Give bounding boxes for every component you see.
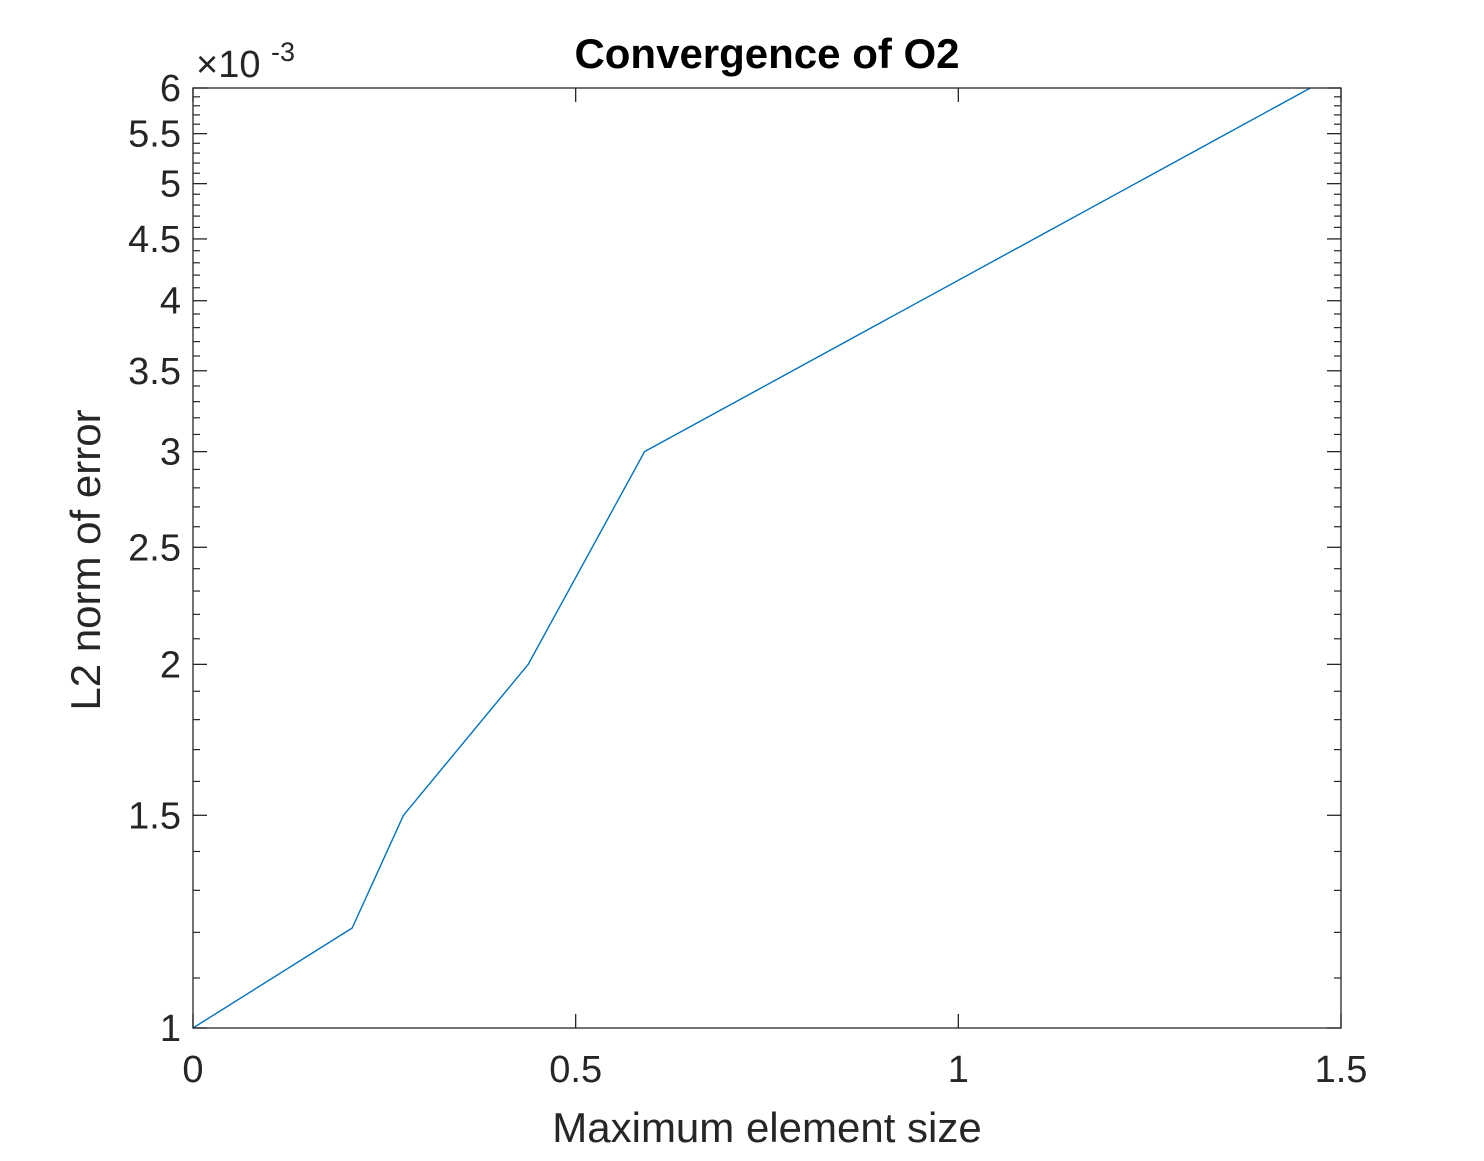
- y-tick-label: 3: [160, 432, 181, 474]
- y-axis-exponent: ×10 -3: [196, 37, 295, 86]
- series-layer: [192, 87, 1311, 1029]
- y-tick-label: 3.5: [128, 351, 181, 393]
- x-tick-label: 1: [948, 1049, 969, 1091]
- y-tick-label: 2: [160, 644, 181, 686]
- x-tick-label: 1.5: [1315, 1049, 1368, 1091]
- y-major-ticks: [193, 87, 1341, 1029]
- y-tick-label: 1.5: [128, 795, 181, 837]
- plot-area-box: [192, 87, 1342, 1029]
- y-tick-label: 2.5: [128, 527, 181, 569]
- y-tick-label: 5.5: [128, 114, 181, 156]
- y-tick-labels: 1 1.5 2 2.5 3 3.5 4 4.5 5 5.56: [128, 68, 181, 1050]
- x-tick-label: 0.5: [549, 1049, 602, 1091]
- x-ticks: [192, 88, 1342, 1028]
- y-axis-exponent-power: -3: [271, 37, 295, 67]
- y-tick-label: 5: [160, 164, 181, 206]
- y-axis-exponent-prefix: ×10: [196, 44, 260, 86]
- y-tick-label: 6: [160, 68, 181, 110]
- y-minor-ticks: [193, 96, 1341, 979]
- y-axis-label: L2 norm of error: [62, 409, 109, 710]
- x-tick-labels: 0 0.5 1 1.5: [182, 1049, 1367, 1091]
- x-axis-label: Maximum element size: [552, 1104, 981, 1151]
- series-line: [192, 87, 1311, 1029]
- y-tick-label: 4: [160, 281, 181, 323]
- chart-title: Convergence of O2: [574, 30, 959, 77]
- y-tick-label: 4.5: [128, 219, 181, 261]
- y-tick-label: 1: [160, 1008, 181, 1050]
- x-tick-label: 0: [182, 1049, 203, 1091]
